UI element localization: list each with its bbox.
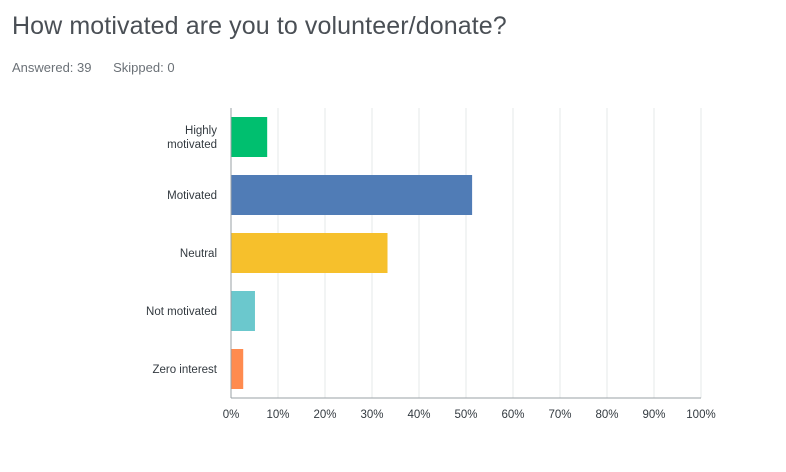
bar-0 (231, 117, 268, 157)
x-tick-label: 80% (595, 409, 618, 421)
gridlines (277, 108, 702, 398)
bar-3 (231, 291, 255, 331)
bar-4 (231, 349, 244, 389)
category-label: Not motivated (146, 306, 217, 318)
x-tick-label: 10% (266, 409, 289, 421)
x-tick-label: 40% (407, 409, 430, 421)
category-label: Zero interest (152, 364, 217, 376)
axis (230, 108, 701, 399)
x-tick-label: 0% (223, 409, 240, 421)
bar-1 (231, 175, 473, 215)
x-tick-label: 60% (501, 409, 524, 421)
category-labels: Highly motivated Motivated Neutral Not motiv… (146, 125, 218, 376)
bar-2 (231, 233, 388, 273)
category-label: Motivated (167, 190, 217, 202)
answered-count: Answered: 39 (12, 60, 92, 75)
x-tick-label: 100% (686, 409, 715, 421)
x-tick-label: 20% (313, 409, 336, 421)
category-label: Highly motivated (167, 125, 217, 151)
x-tick-label: 90% (642, 409, 665, 421)
skipped-count: Skipped: 0 (113, 60, 175, 75)
x-tick-label: 70% (548, 409, 571, 421)
tick-labels: 0% 10% 20% 30% 40% 50% 60% 70% 80% 90% 100% (223, 409, 716, 421)
x-tick-label: 50% (454, 409, 477, 421)
category-label: Neutral (180, 248, 217, 260)
question-title: How motivated are you to volunteer/donat… (12, 12, 507, 40)
response-stats: Answered: 39 Skipped: 0 (12, 60, 175, 75)
bars (231, 117, 473, 389)
x-tick-label: 30% (360, 409, 383, 421)
